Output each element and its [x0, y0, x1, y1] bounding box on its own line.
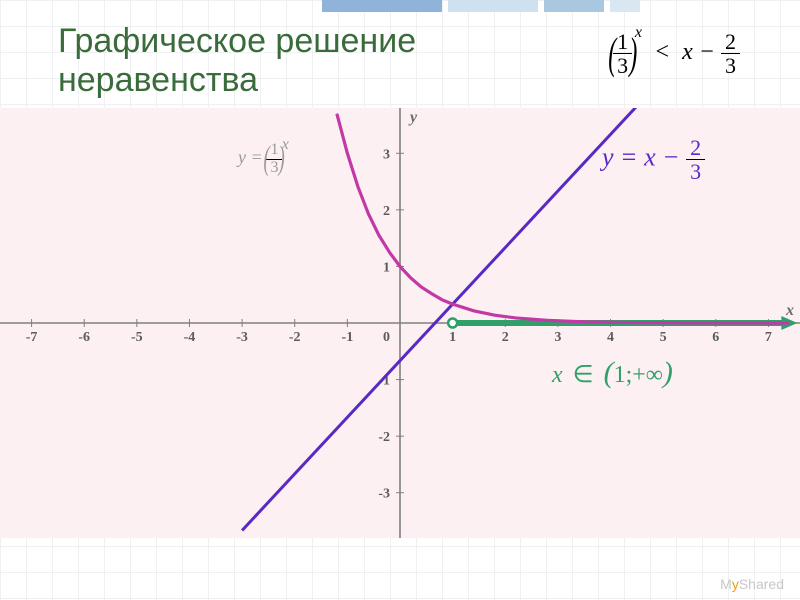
rhs-frac: 23	[721, 30, 740, 77]
x-axis-label: x	[785, 302, 794, 319]
frac-num: 2	[686, 136, 705, 160]
element-of-icon: ∈	[569, 362, 598, 388]
answer-var: x	[552, 362, 563, 388]
wm-mid: y	[732, 576, 739, 592]
frac-num: 2	[721, 30, 740, 54]
exponent: x	[282, 136, 289, 153]
x-tick-label: 4	[607, 330, 614, 345]
y-tick-label: 3	[383, 147, 390, 162]
lparen: (	[264, 140, 270, 178]
x-tick-label: 1	[449, 330, 456, 345]
y-tick-label: -3	[378, 487, 390, 502]
interval-a: 1	[614, 362, 626, 388]
line-curve-label: y = x − 23	[602, 136, 705, 183]
deco-block	[322, 0, 442, 12]
interval-open-point	[448, 319, 457, 328]
x-tick-label: -6	[78, 330, 90, 345]
deco-block	[544, 0, 604, 12]
y-tick-label: 1	[383, 260, 390, 275]
open-paren: (	[604, 356, 614, 389]
watermark: MyShared	[720, 576, 784, 592]
answer-interval: x ∈ (1;+∞)	[552, 356, 673, 390]
x-tick-label: -4	[184, 330, 196, 345]
inequality-formula: (13)x < x − 23	[611, 28, 740, 79]
x-tick-label: -3	[236, 330, 248, 345]
relation: <	[654, 39, 670, 65]
title-line2: неравенства	[58, 61, 258, 99]
exponent: x	[635, 24, 642, 41]
x-tick-label: 6	[712, 330, 719, 345]
label-text: y = x −	[602, 143, 680, 172]
rhs-var: x	[682, 39, 693, 65]
interval-b: +∞	[632, 362, 663, 388]
title-line1: Графическое решение	[58, 22, 416, 60]
lparen: (	[608, 28, 616, 79]
frac-den: 3	[686, 160, 705, 183]
x-tick-label: -2	[289, 330, 301, 345]
deco-block	[610, 0, 640, 12]
exp-curve-label: y = (13)x	[238, 140, 289, 178]
x-tick-label: -7	[26, 330, 38, 345]
y-axis-label: y	[408, 109, 418, 126]
x-tick-label: -1	[342, 330, 354, 345]
wm-pre: M	[720, 576, 732, 592]
close-paren: )	[663, 356, 673, 389]
x-tick-label: 3	[554, 330, 561, 345]
frac-den: 3	[721, 54, 740, 77]
y-tick-label: 2	[383, 204, 390, 219]
wm-post: Shared	[739, 576, 784, 592]
header-decoration	[322, 0, 640, 12]
x-tick-label: -5	[131, 330, 143, 345]
y-tick-label: -2	[378, 430, 390, 445]
x-tick-label: 5	[660, 330, 667, 345]
x-tick-label: 2	[502, 330, 509, 345]
minus: −	[699, 39, 715, 65]
label-prefix: y =	[238, 147, 263, 167]
x-tick-label: 7	[765, 330, 772, 345]
deco-block	[448, 0, 538, 12]
slide-title: Графическое решение неравенства	[58, 22, 416, 100]
origin-label: 0	[383, 330, 390, 345]
